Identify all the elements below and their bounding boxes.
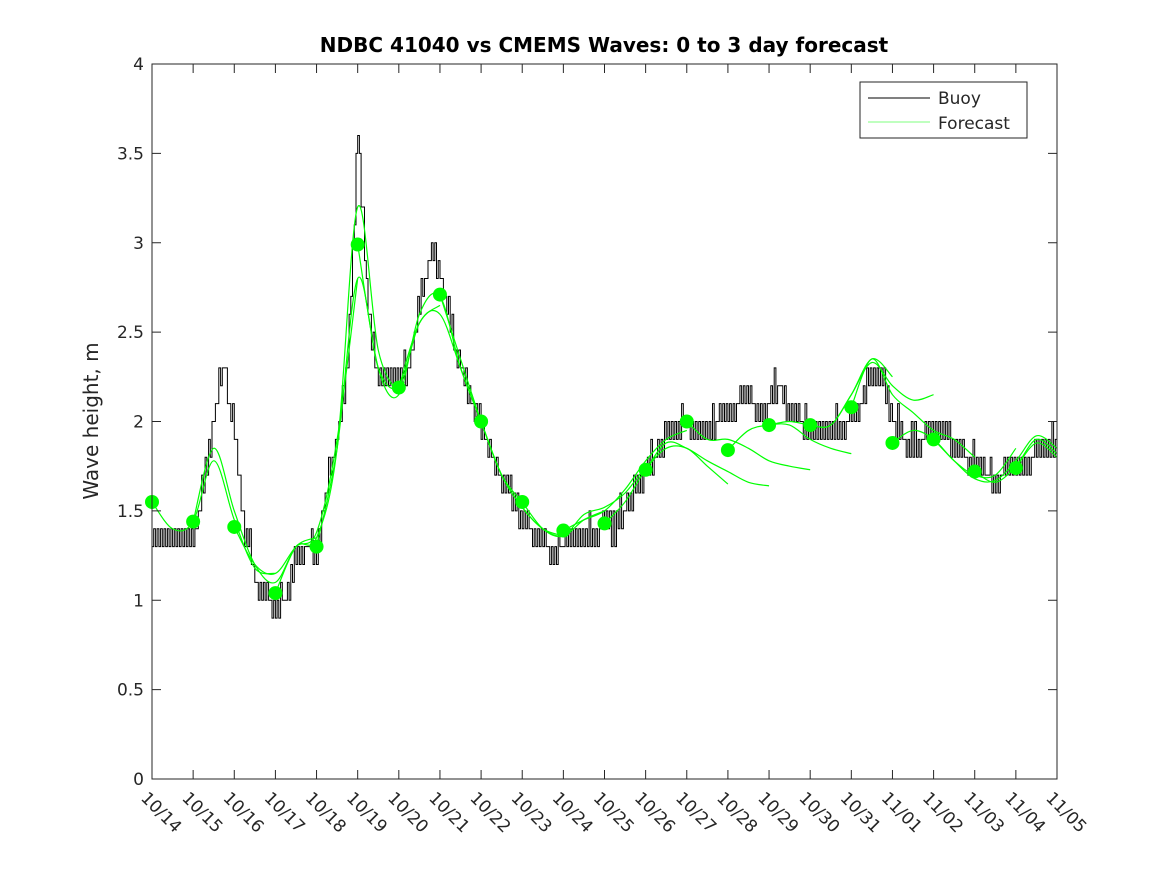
forecast-start-point-21 [1008, 460, 1023, 475]
forecast-start-point-9 [515, 494, 530, 509]
forecast-start-point-1 [186, 514, 201, 529]
forecast-start-point-3 [268, 586, 283, 601]
forecast-line-14 [727, 423, 852, 455]
forecast-start-point-16 [803, 418, 818, 433]
legend: Buoy Forecast [859, 81, 1028, 139]
forecast-start-point-2 [227, 519, 242, 534]
legend-forecast-label: Forecast [938, 114, 1010, 134]
x-tick-label: 11/02 [918, 788, 967, 837]
forecast-line-0 [151, 460, 276, 575]
forecast-line-6 [398, 309, 523, 503]
x-tick-label: 10/31 [836, 788, 885, 837]
y-tick-label: 0.5 [117, 681, 144, 701]
x-tick-label: 10/17 [260, 788, 309, 837]
forecast-start-point-18 [885, 435, 900, 450]
forecast-line-9 [521, 465, 647, 538]
x-tick-label: 10/24 [548, 788, 597, 837]
buoy-line [152, 135, 1058, 619]
x-tick-label: 10/15 [178, 788, 227, 837]
forecast-start-point-13 [679, 414, 694, 429]
legend-buoy-label: Buoy [938, 89, 981, 109]
x-tick-label: 10/27 [671, 788, 720, 837]
x-tick-label: 10/22 [466, 788, 515, 837]
plot-frame [151, 63, 1058, 780]
x-tick-label: 10/16 [219, 788, 268, 837]
x-tick-label: 10/25 [589, 788, 638, 837]
x-tick-label: 10/29 [754, 788, 803, 837]
forecast-start-point-8 [474, 414, 489, 429]
y-tick-label: 2 [133, 413, 144, 433]
chart-title: NDBC 41040 vs CMEMS Waves: 0 to 3 day fo… [320, 33, 889, 57]
forecast-line-12 [645, 441, 770, 487]
y-tick-label: 0 [133, 770, 144, 790]
y-tick-label: 2.5 [117, 323, 144, 343]
x-tick-label: 11/01 [877, 788, 926, 837]
y-tick-label: 4 [133, 55, 144, 75]
forecast-start-point-4 [309, 539, 324, 554]
forecast-line-10 [563, 429, 688, 532]
x-tick-label: 11/03 [959, 788, 1008, 837]
forecast-start-point-14 [720, 443, 735, 458]
forecast-line-16 [810, 361, 934, 428]
x-tick-label: 10/21 [424, 788, 473, 837]
forecast-start-point-10 [556, 523, 571, 538]
forecast-line-7 [439, 294, 564, 537]
x-tick-label: 10/14 [136, 788, 185, 837]
forecast-line-19 [933, 435, 1058, 483]
forecast-line-17 [850, 358, 976, 458]
forecast-start-point-7 [432, 287, 447, 302]
y-tick-label: 3.5 [117, 144, 144, 164]
forecast-line-13 [686, 421, 811, 471]
forecast-line-21 [1015, 442, 1058, 469]
forecast-line-4 [315, 276, 441, 547]
forecast-start-point-19 [926, 432, 941, 447]
y-tick-label: 1 [133, 591, 144, 611]
x-tick-label: 10/26 [630, 788, 679, 837]
x-tick-label: 10/19 [342, 788, 391, 837]
x-tick-label: 10/18 [301, 788, 350, 837]
y-tick-label: 1.5 [117, 502, 144, 522]
forecast-start-point-6 [391, 380, 406, 395]
x-tick-label: 10/23 [507, 788, 556, 837]
y-axis-label: Wave height, m [79, 342, 103, 499]
x-tick-label: 11/05 [1041, 788, 1090, 837]
forecast-start-point-11 [597, 516, 612, 531]
forecast-line-11 [604, 445, 729, 524]
x-tick-label: 10/20 [383, 788, 432, 837]
forecast-start-point-17 [844, 400, 859, 415]
x-tick-label: 10/30 [795, 788, 844, 837]
x-tick-label: 10/28 [712, 788, 761, 837]
forecast-start-point-12 [638, 462, 653, 477]
forecast-start-point-15 [762, 418, 777, 433]
forecast-line-3 [274, 205, 400, 594]
x-tick-label: 11/04 [1000, 788, 1049, 837]
forecast-start-point-5 [350, 237, 365, 252]
y-tick-label: 3 [133, 234, 144, 254]
forecast-start-point-20 [967, 464, 982, 479]
